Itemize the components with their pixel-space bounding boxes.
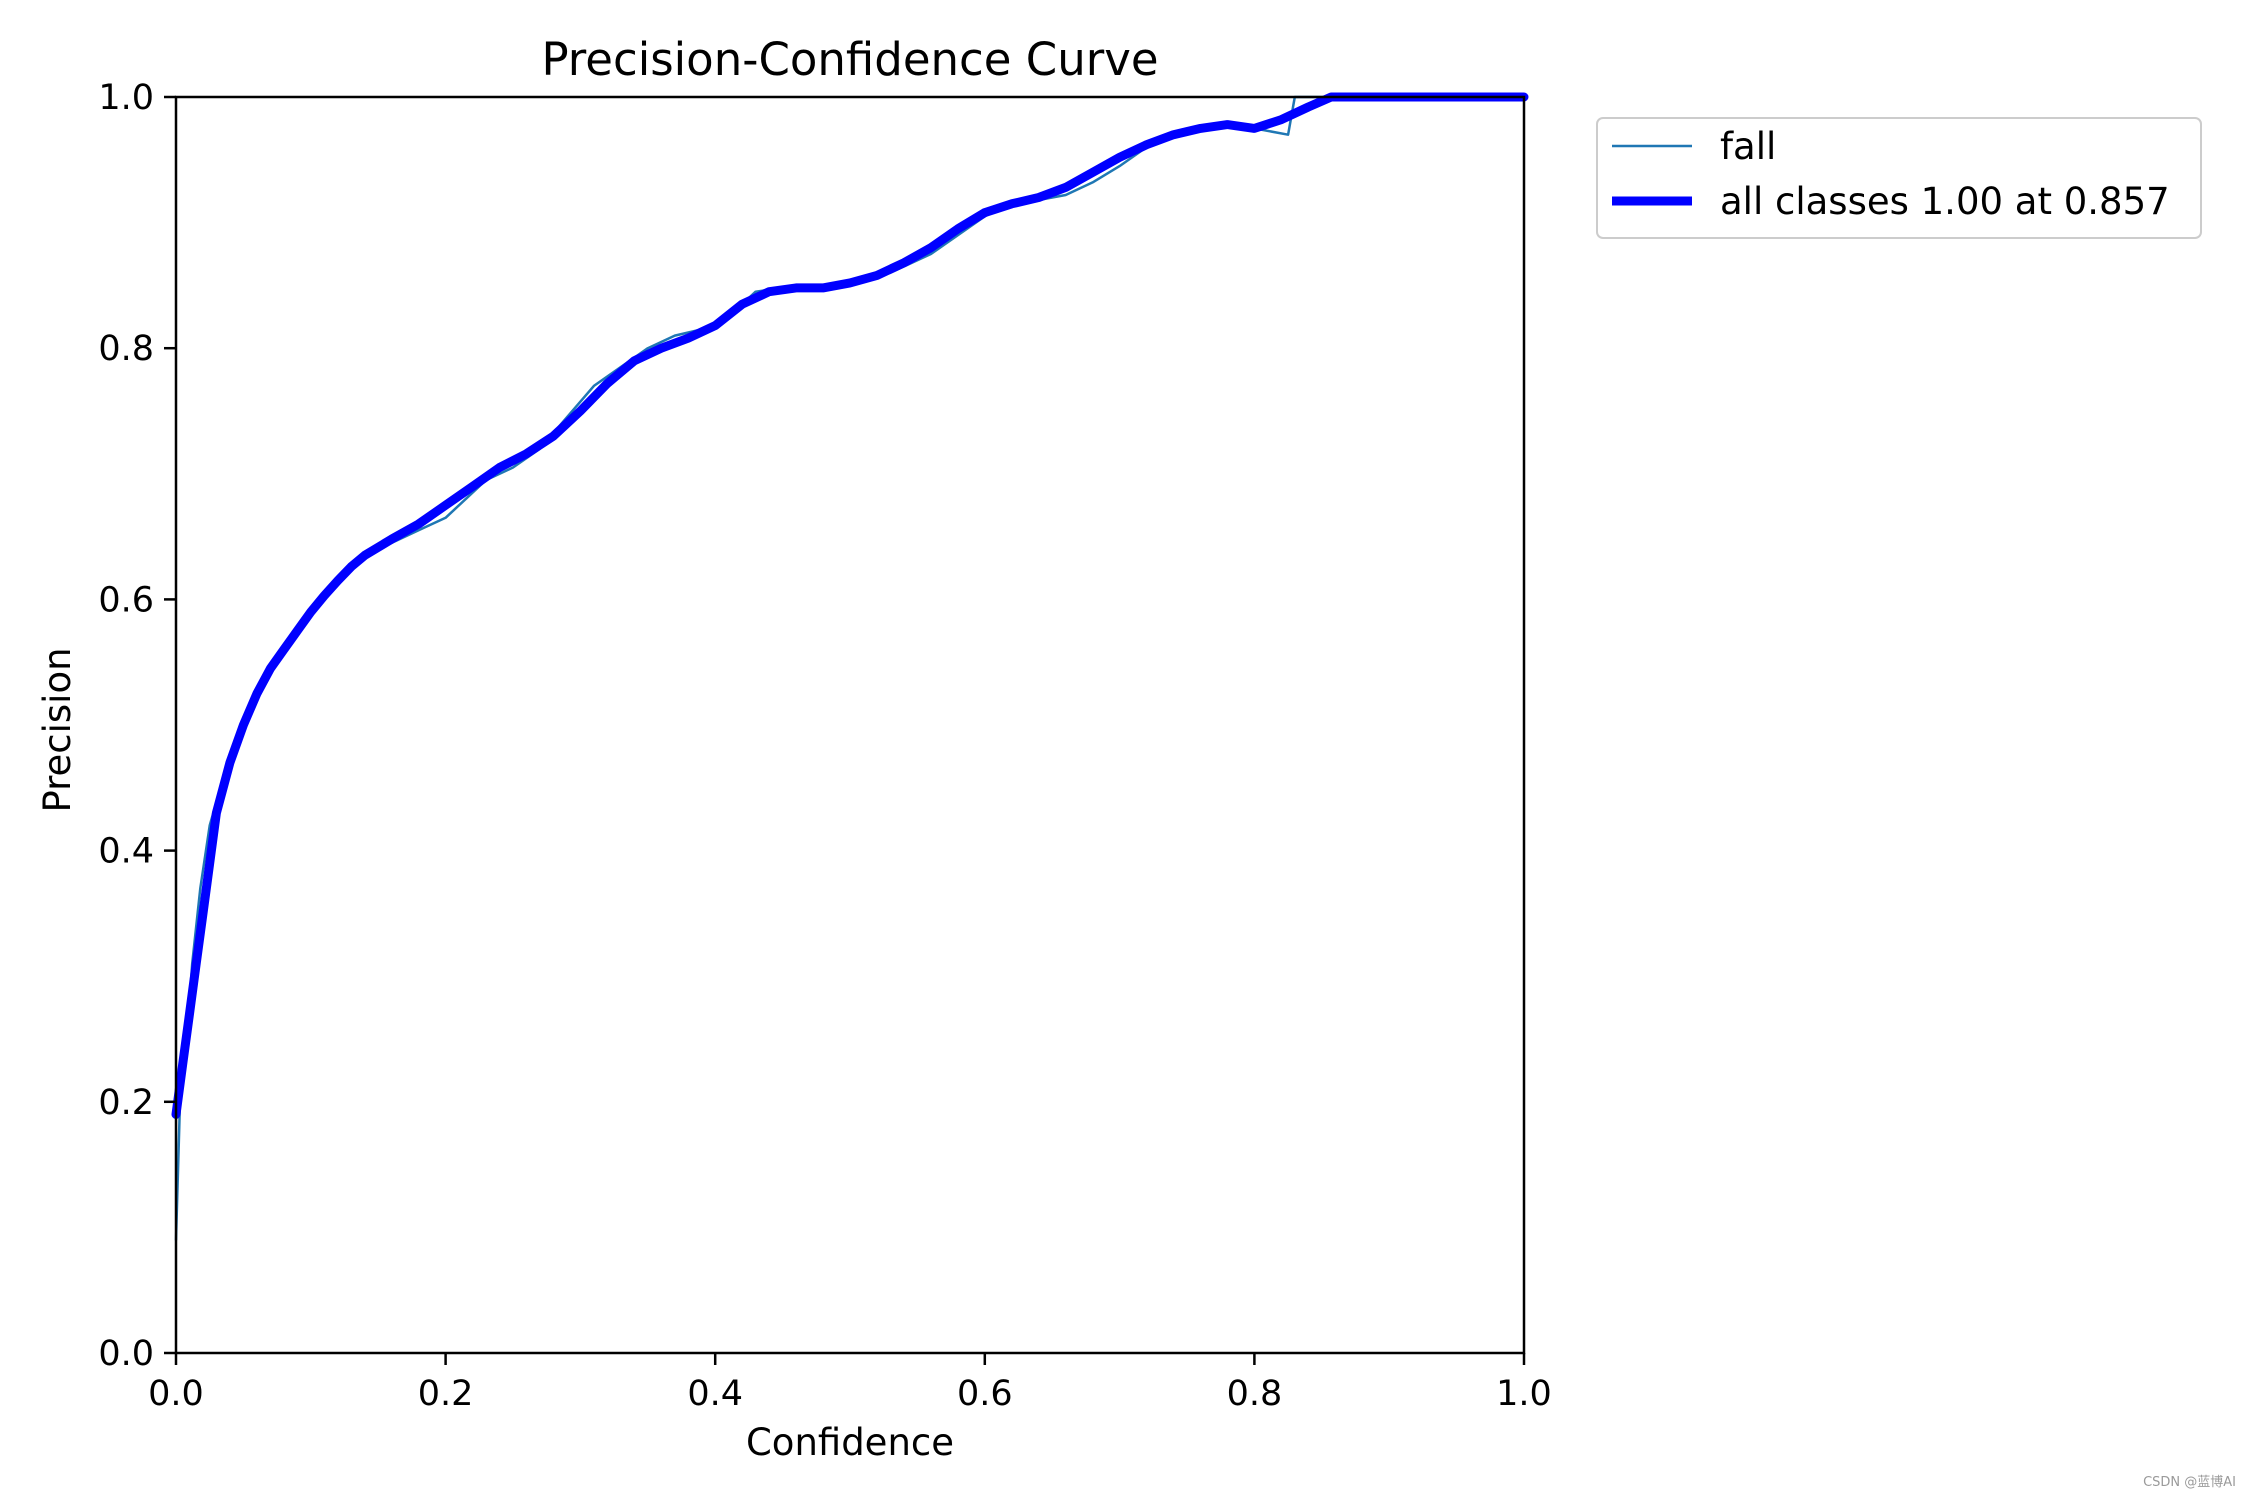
chart-title: Precision-Confidence Curve: [541, 33, 1158, 86]
legend-label-all-classes: all classes 1.00 at 0.857: [1720, 180, 2170, 223]
x-axis-label: Confidence: [746, 1421, 954, 1464]
x-tick-label: 0.0: [148, 1374, 204, 1414]
legend-box: [1596, 117, 2202, 239]
watermark: CSDN @蓝博AI: [2143, 1475, 2236, 1490]
y-tick-label: 0.2: [98, 1083, 154, 1123]
x-tick-label: 0.2: [418, 1374, 474, 1414]
y-tick-label: 0.6: [98, 580, 154, 620]
x-tick-label: 0.8: [1227, 1374, 1283, 1414]
legend-label-fall: fall: [1720, 125, 1776, 168]
legend: fall all classes 1.00 at 0.857: [1596, 117, 2202, 239]
x-axis-ticks: 0.0 0.2 0.4 0.6 0.8 1.0: [148, 1353, 1552, 1414]
x-tick-label: 0.6: [957, 1374, 1013, 1414]
x-tick-label: 1.0: [1496, 1374, 1552, 1414]
y-tick-label: 1.0: [98, 78, 154, 118]
y-tick-label: 0.4: [98, 832, 154, 872]
y-axis-ticks: 0.0 0.2 0.4 0.6 0.8 1.0: [98, 78, 176, 1374]
plot-area: [171, 92, 1529, 1242]
series-line-all-classes: [171, 92, 1529, 1119]
plot-frame: [174, 95, 1526, 1355]
x-tick-label: 0.4: [687, 1374, 743, 1414]
y-tick-label: 0.0: [98, 1334, 154, 1374]
series-line-fall: [174, 95, 1526, 1242]
y-tick-label: 0.8: [98, 329, 154, 369]
y-axis-label: Precision: [36, 647, 79, 812]
